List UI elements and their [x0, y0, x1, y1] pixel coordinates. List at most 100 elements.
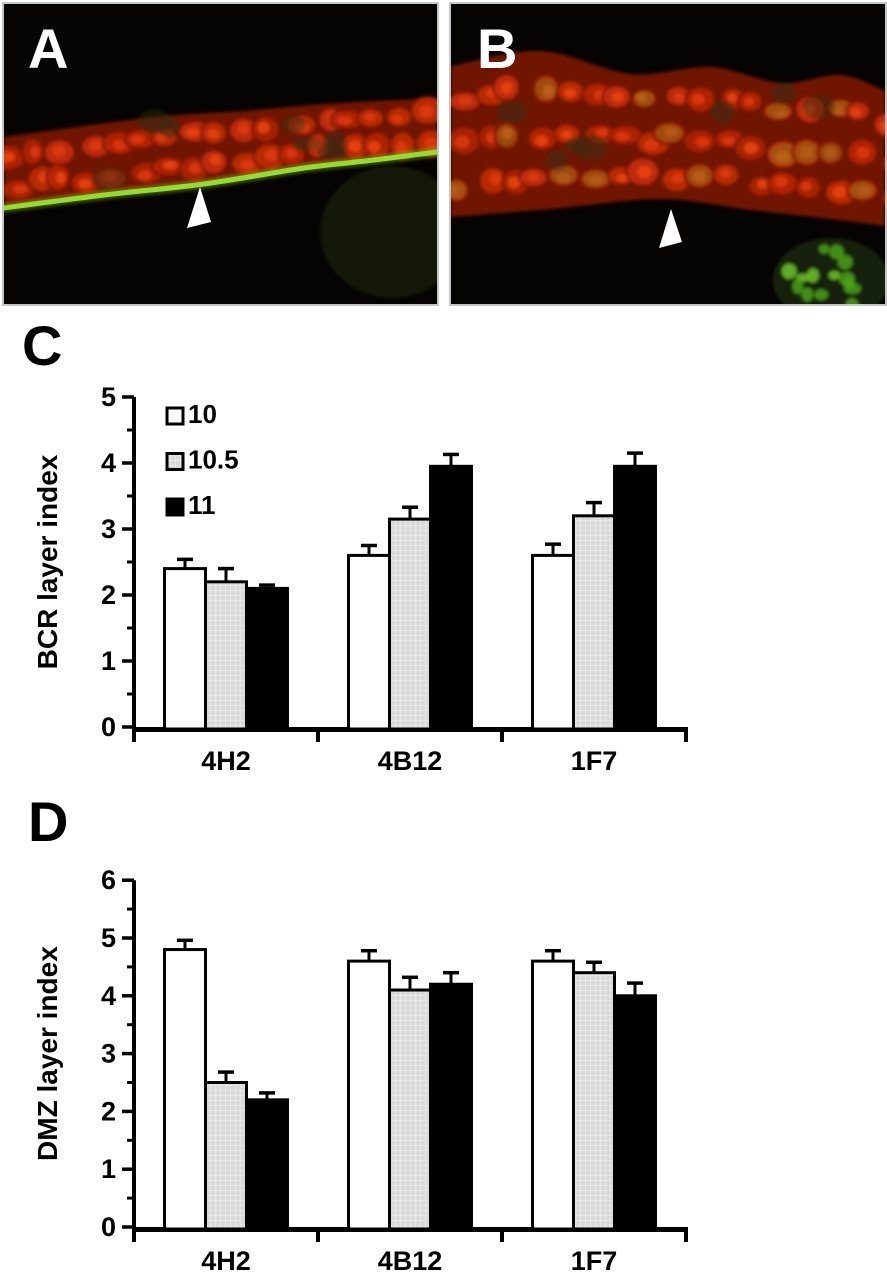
green-tinted-cell — [820, 143, 841, 163]
green-cell — [801, 287, 814, 302]
cell-nucleus — [595, 128, 610, 137]
green-cell — [829, 244, 844, 259]
y-axis-label: BCR layer index — [32, 454, 63, 669]
bar-1F7-11 — [613, 994, 657, 1231]
cell-nucleus — [695, 136, 710, 148]
bar-4H2-10.5 — [204, 580, 248, 731]
micrograph-panel-a: A — [2, 2, 439, 306]
dark-patch — [281, 114, 306, 135]
bar-4B12-10 — [347, 553, 391, 731]
legend-swatch — [165, 452, 185, 471]
green-stained-line — [4, 149, 437, 211]
cell-nucleus — [55, 171, 66, 184]
y-tick-label: 5 — [101, 923, 116, 953]
cell-nucleus — [285, 148, 298, 159]
cell-nucleus — [137, 170, 153, 181]
cell-nucleus — [719, 168, 732, 179]
green-tinted-cell — [770, 143, 797, 166]
cell-nucleus — [391, 114, 403, 124]
green-tinted-cell — [451, 181, 466, 200]
cell-nucleus — [560, 130, 573, 140]
green-cell — [837, 254, 853, 270]
cell-nucleus — [774, 176, 788, 187]
x-category-label: 1F7 — [571, 746, 618, 776]
cell-nucleus — [534, 135, 548, 146]
cell-nucleus — [264, 149, 279, 161]
green-cell — [807, 268, 819, 283]
cell-nucleus — [4, 151, 15, 163]
cell-nucleus — [615, 131, 631, 141]
y-axis-label: DMZ layer index — [32, 946, 63, 1161]
cell-nucleus — [616, 173, 629, 183]
green-tinted-cell — [496, 125, 517, 147]
x-category-label: 4B12 — [378, 746, 443, 776]
bar-4H2-11 — [245, 586, 289, 731]
cell-nucleus — [850, 108, 862, 117]
green-tinted-cell — [687, 165, 712, 186]
cell-nucleus — [162, 161, 178, 170]
dark-patch — [771, 82, 796, 105]
micrograph-row: A B — [2, 2, 887, 306]
arrowhead-icon — [187, 187, 211, 228]
cell-nucleus — [257, 121, 270, 134]
micrograph-b-content — [451, 4, 885, 304]
cell-nucleus — [832, 186, 848, 198]
green-cell — [792, 279, 804, 294]
y-tick-label: 0 — [101, 712, 116, 742]
y-tick-label: 3 — [101, 514, 116, 544]
cell-nucleus — [424, 137, 437, 150]
green-cell-cluster — [773, 238, 885, 304]
arrowhead-icon — [659, 209, 682, 248]
cell-nucleus — [78, 178, 92, 189]
green-tinted-cell — [634, 91, 654, 106]
x-category-label: 4H2 — [201, 1246, 251, 1276]
legend-swatch — [165, 406, 185, 426]
x-category-label: 1F7 — [571, 1246, 618, 1276]
bar-4B12-10.5 — [388, 517, 432, 731]
y-tick-label: 5 — [101, 382, 116, 412]
cell-nucleus — [418, 105, 434, 118]
bar-4B12-11 — [429, 464, 473, 731]
dark-patch — [92, 167, 126, 191]
green-cell — [839, 271, 855, 286]
cell-nucleus — [743, 142, 759, 154]
micrograph-a-content — [4, 4, 437, 304]
dark-patch — [496, 101, 528, 124]
green-tinted-cell — [551, 166, 577, 184]
cell-nucleus — [457, 96, 473, 105]
y-tick-label: 3 — [101, 1039, 116, 1069]
cell-nucleus — [52, 145, 66, 157]
micrograph-panel-b: B — [449, 2, 887, 306]
panel-label-c: C — [22, 314, 63, 377]
cell-nucleus — [507, 176, 521, 189]
bar-chart-bcr-layer-index: 0 1 2 3 4 5 4H2 4B12 1F7 10 10.5 11 BCR layer index — [32, 382, 688, 776]
panel-label-d: D — [28, 790, 69, 853]
x-category-label: 4B12 — [378, 1246, 443, 1276]
tissue-band — [451, 50, 885, 226]
cell-nucleus — [89, 140, 103, 151]
cell-nucleus — [671, 172, 685, 184]
green-tinted-cell — [583, 171, 609, 187]
bar-4H2-11 — [245, 1098, 289, 1231]
bar-4H2-10.5 — [204, 1081, 248, 1231]
legend-label: 10.5 — [188, 445, 239, 475]
y-tick-label: 6 — [101, 865, 116, 895]
cell-nucleus — [800, 181, 812, 192]
cell-nucleus — [454, 135, 470, 149]
cell-nucleus — [722, 136, 736, 145]
bar-1F7-10.5 — [572, 514, 616, 731]
green-cell — [845, 298, 859, 304]
cell-nucleus — [337, 116, 353, 125]
micrograph-b-image: B — [451, 4, 885, 304]
cell-nucleus — [207, 129, 220, 139]
legend-swatch — [165, 497, 185, 517]
cell-nucleus — [237, 123, 250, 135]
dark-patch — [802, 94, 836, 120]
green-cell — [781, 263, 797, 279]
cell-nucleus — [643, 139, 659, 151]
cell-body — [881, 191, 885, 205]
cell-nucleus — [112, 139, 128, 151]
green-cell — [843, 283, 861, 294]
green-tinted-cell — [795, 141, 819, 163]
